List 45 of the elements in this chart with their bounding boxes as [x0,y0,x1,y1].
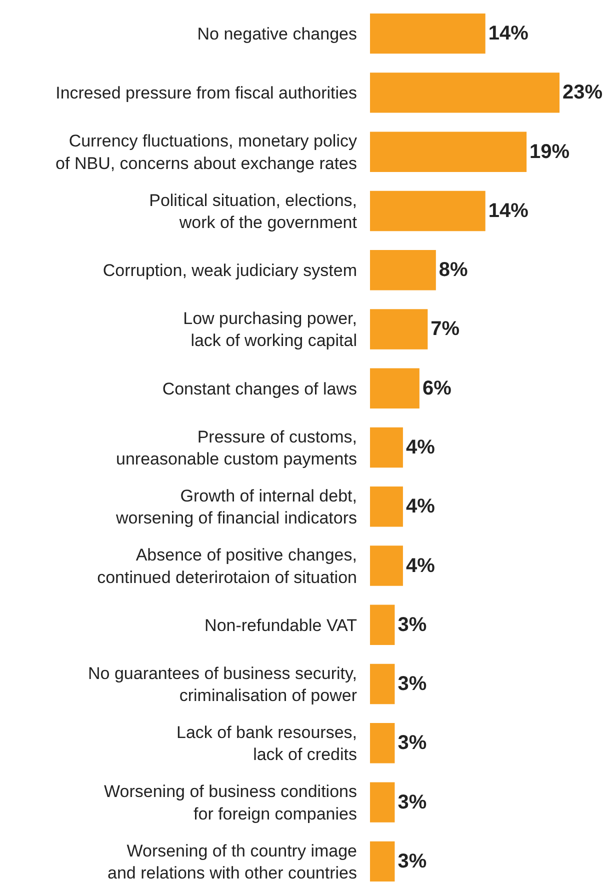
y-tick-label: Growth of internal debt, worsening of financial indicators [115,486,357,528]
bar [370,72,560,113]
data-label: 3% [398,614,427,636]
y-tick-label: Non-refundable VAT [204,616,357,635]
data-label: 6% [422,377,452,400]
y-tick-label: Currency fluctuations, monetary policy of NBU, concerns about exchange rates [56,132,358,173]
y-tick-label: Worsening of business conditions for foreign companies [104,782,357,824]
data-label: 14% [488,200,529,222]
bar [370,664,395,704]
y-tick-label: No guarantees of business security, criminalisation of power [88,664,358,706]
data-label: 4% [406,436,436,458]
data-label: 3% [398,850,427,872]
data-label: 7% [430,318,460,340]
bar [370,427,403,468]
bar [370,723,395,764]
y-tick-label: No negative changes [197,24,357,44]
data-label: 8% [438,259,468,282]
data-label: 14% [488,22,529,45]
data-label: 19% [530,140,570,163]
y-tick-label: Political situation, elections, work of the government [149,190,358,232]
bar [370,841,395,882]
y-tick-label: Constant changes of laws [162,379,357,398]
data-label: 4% [406,554,436,577]
bar [370,486,403,527]
data-label: 23% [562,82,603,104]
y-tick-label: Worsening of th country image and relations with other countries [108,841,357,882]
data-label: 3% [398,732,427,754]
data-label: 4% [406,496,436,518]
bar [370,546,403,586]
data-label: 3% [398,673,427,696]
y-tick-label: Absence of positive changes, continued deterirotaion of situation [97,546,357,587]
bar [370,13,486,54]
bar [370,368,420,408]
bar [370,132,527,172]
y-tick-label: Low purchasing power, lack of working capital [183,309,357,350]
y-tick-label: Corruption, weak judiciary system [102,261,357,280]
y-tick-label: Lack of bank resourses, lack of credits [176,723,357,764]
data-label: 3% [398,791,427,814]
bar [370,782,395,822]
y-tick-label: Incresed pressure from fiscal authorities [56,84,357,103]
y-tick-label: Pressure of customs, unreasonable custom payments [116,427,357,468]
bar [370,250,436,290]
bar [370,190,486,232]
bar [370,309,428,350]
bar [370,604,395,646]
